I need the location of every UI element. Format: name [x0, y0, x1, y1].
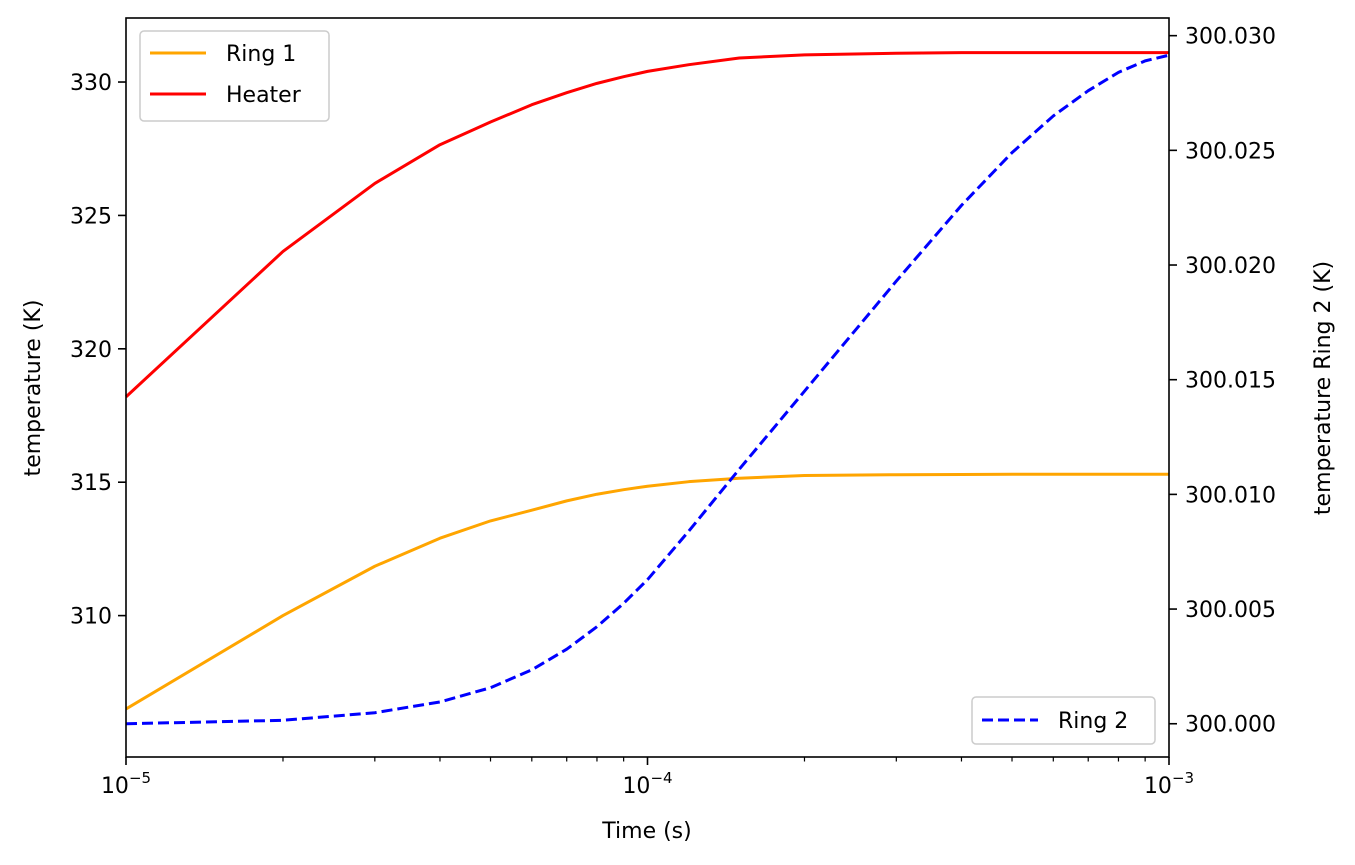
x-tick-label: 10−3	[1144, 769, 1194, 799]
right-tick-label: 300.025	[1185, 139, 1276, 164]
legend-box	[971, 696, 1156, 745]
left-tick-label: 325	[70, 204, 112, 229]
right-tick-label: 300.030	[1185, 25, 1276, 50]
left-tick-label: 310	[70, 605, 112, 630]
right-tick-label: 300.015	[1185, 369, 1276, 394]
right-tick-label: 300.000	[1185, 713, 1276, 738]
series-layer	[124, 51, 1170, 726]
plot-area	[126, 18, 1169, 757]
x-tick-label: 10−5	[101, 769, 151, 799]
series-line-heater	[124, 51, 1169, 398]
x-axis-label: Time (s)	[601, 819, 691, 844]
left-tick-label: 315	[70, 471, 112, 496]
x-axis: 10−5 10−4 10−3	[101, 757, 1194, 799]
series-line-ring-2	[125, 53, 1170, 726]
legend-upper-left: Ring 1 Heater	[139, 30, 330, 122]
right-tick-label: 300.020	[1185, 254, 1276, 279]
legend-label-ring-1: Ring 1	[226, 42, 296, 67]
legend-label-heater: Heater	[226, 83, 302, 108]
left-axis-label: temperature (K)	[21, 300, 46, 477]
x-tick-label: 10−4	[622, 769, 672, 799]
left-tick-label: 330	[70, 71, 112, 96]
legend-lower-right: Ring 2	[971, 696, 1156, 745]
left-tick-label: 320	[70, 338, 112, 363]
right-tick-label: 300.005	[1185, 598, 1276, 623]
right-axis-label: temperature Ring 2 (K)	[1311, 261, 1336, 515]
series-line-ring-1	[125, 472, 1169, 711]
left-y-axis: 310 315 320 325 330	[70, 71, 126, 630]
right-tick-label: 300.010	[1185, 483, 1276, 508]
right-y-axis: 300.000 300.005 300.010 300.015 300.020 300.0…	[1169, 25, 1276, 738]
legend-label-ring-2: Ring 2	[1058, 709, 1128, 734]
